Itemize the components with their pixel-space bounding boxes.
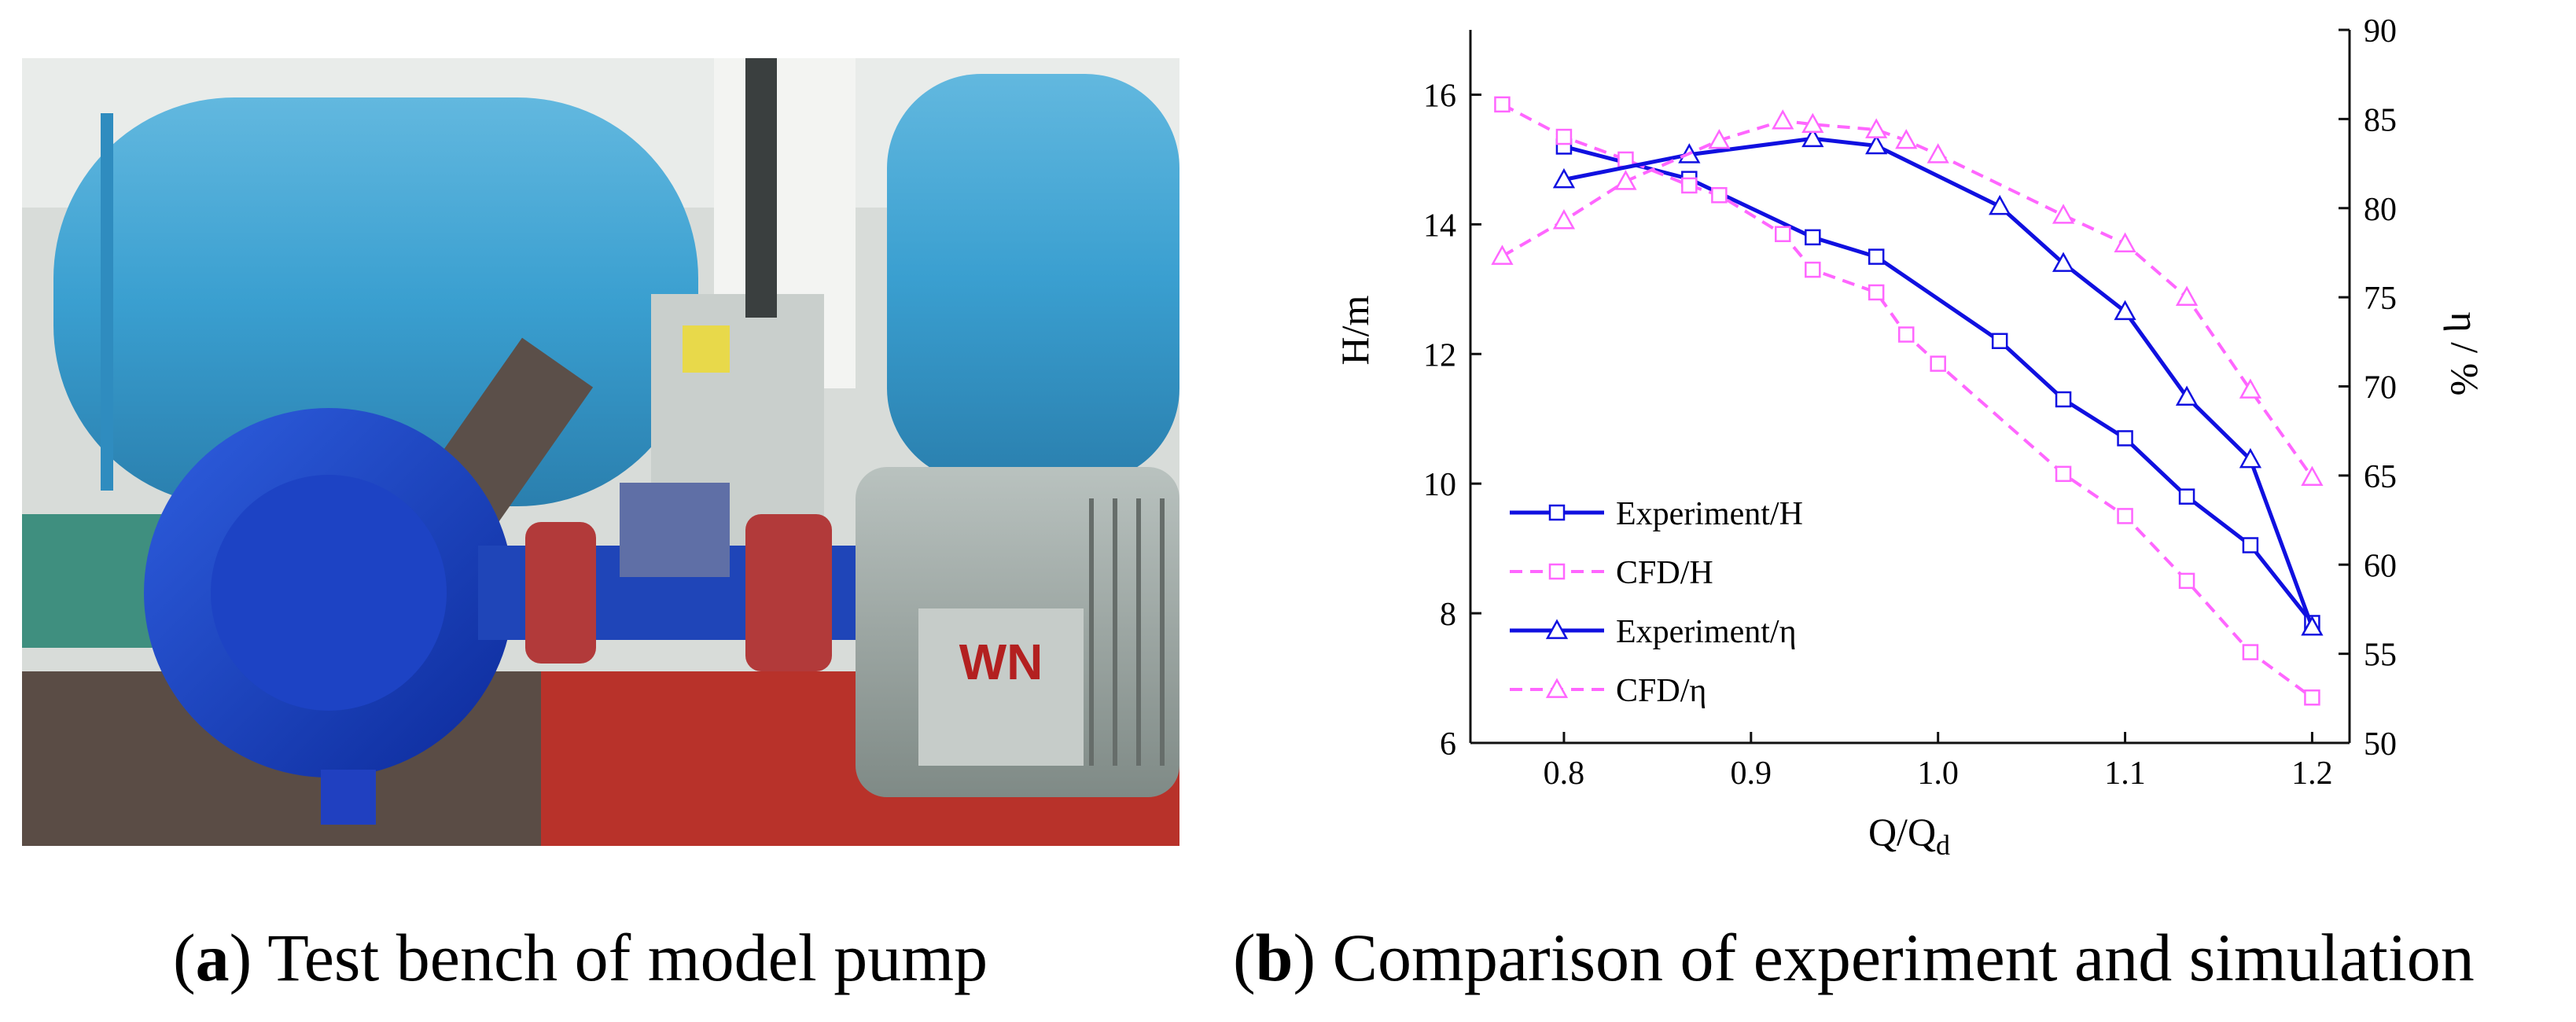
chart-axes: 0.8 0.9 1.0 1.1 1.2 6 8 10 12 14 16 50 55 60 65 70 75 80 8…	[1423, 13, 2397, 792]
y-left-tick-label: 14	[1423, 208, 1456, 244]
data-point-cfd-h-1	[1681, 177, 1698, 194]
caption-a-letter: a	[195, 920, 230, 995]
caption-b-letter: b	[1255, 920, 1294, 995]
caption-b-text: Comparison of experiment and simulation	[1332, 920, 2475, 995]
y-right-tick-label: 55	[2364, 638, 2397, 674]
x-tick-label: 1.2	[2291, 755, 2333, 792]
x-axis-label-sub: d	[1936, 829, 1950, 861]
legend-marker-3	[1545, 678, 1569, 698]
data-point-cfd-h-1	[1805, 261, 1821, 278]
y-right-tick-label: 85	[2364, 102, 2397, 138]
data-point-experiment-2	[2114, 300, 2136, 321]
data-point-experiment-h-0	[2055, 391, 2072, 408]
data-point-experiment-2	[1989, 194, 2011, 215]
y-right-tick-label: 65	[2364, 459, 2397, 495]
series-line-experiment-2	[1563, 136, 2314, 628]
y-left-tick-label: 10	[1423, 467, 1456, 503]
data-point-experiment-2	[2175, 385, 2199, 406]
caption-a-text: Test bench of model pump	[267, 920, 988, 995]
data-point-cfd-3	[1895, 129, 1918, 149]
data-point-experiment-h-0	[1868, 248, 1885, 265]
x-tick-label: 1.0	[1917, 755, 1959, 792]
legend-marker-0	[1548, 504, 1566, 521]
data-point-experiment-h-0	[2117, 430, 2133, 447]
data-point-cfd-h-1	[1897, 326, 1915, 343]
caption-b: (b) Comparison of experiment and simulat…	[1233, 920, 2475, 995]
data-point-experiment-2	[1865, 134, 1888, 155]
chart-legend: Experiment/H CFD/H Experiment/η CFD/η	[1510, 496, 1803, 709]
y-left-tick-label: 6	[1440, 726, 1456, 763]
y-right-tick-label: 75	[2364, 281, 2397, 317]
data-point-cfd-h-1	[2117, 508, 2133, 524]
data-point-experiment-h-0	[1991, 333, 2008, 350]
y-right-tick-label: 50	[2364, 726, 2397, 763]
data-point-experiment-h-0	[2242, 537, 2259, 553]
legend-label-3: CFD/η	[1616, 673, 1706, 709]
data-point-cfd-h-1	[1494, 96, 1511, 113]
y-right-tick-label: 70	[2364, 370, 2397, 406]
y-axis-left-label: H/m	[1333, 295, 1377, 365]
series-line-cfd-h-1	[1501, 103, 2313, 699]
y-left-tick-label: 12	[1423, 337, 1456, 373]
y-right-tick-label: 90	[2364, 13, 2397, 50]
legend-label-2: Experiment/η	[1616, 614, 1797, 650]
data-point-cfd-h-1	[1555, 128, 1573, 145]
x-axis-label-main: Q/Q	[1868, 810, 1936, 854]
data-point-cfd-h-1	[2304, 689, 2320, 706]
y-left-tick-label: 8	[1440, 597, 1456, 633]
data-point-cfd-h-1	[2055, 465, 2072, 483]
y-axis-right-label: η / %	[2443, 312, 2487, 396]
series-line-experiment-h-0	[1563, 144, 2314, 625]
data-point-cfd-h-1	[1868, 284, 1885, 301]
y-right-tick-label: 80	[2364, 192, 2397, 228]
data-point-cfd-3	[2114, 232, 2136, 252]
data-point-cfd-3	[1926, 143, 1949, 164]
data-point-experiment-h-0	[2178, 488, 2195, 505]
data-point-cfd-3	[1614, 170, 1637, 190]
data-point-cfd-3	[1865, 118, 1888, 138]
data-point-cfd-3	[2239, 378, 2262, 399]
data-point-cfd-3	[1552, 209, 1576, 230]
data-point-cfd-h-1	[2178, 572, 2195, 590]
legend-marker-1	[1548, 563, 1566, 580]
x-tick-label: 1.1	[2104, 755, 2146, 792]
data-point-cfd-3	[2175, 285, 2199, 306]
data-point-cfd-3	[1708, 129, 1731, 149]
data-point-experiment-2	[2301, 616, 2324, 636]
y-left-tick-label: 16	[1423, 78, 1456, 114]
pump-test-bench-photo: WN	[22, 58, 1179, 846]
legend-marker-2	[1545, 619, 1569, 639]
data-point-experiment-2	[1801, 127, 1824, 148]
data-point-cfd-h-1	[1930, 355, 1946, 372]
data-point-cfd-h-1	[1774, 226, 1791, 242]
data-point-experiment-2	[2239, 447, 2262, 469]
data-point-experiment-2	[1552, 167, 1576, 189]
data-point-cfd-3	[1801, 112, 1824, 134]
data-point-cfd-h-1	[1711, 187, 1728, 204]
caption-a: (a) Test bench of model pump	[173, 920, 988, 995]
legend-label-0: Experiment/H	[1616, 496, 1803, 532]
y-right-tick-label: 60	[2364, 548, 2397, 584]
x-tick-label: 0.9	[1731, 755, 1772, 792]
data-point-cfd-3	[1772, 109, 1794, 130]
legend-label-1: CFD/H	[1616, 555, 1713, 591]
data-point-experiment-2	[2052, 252, 2075, 272]
data-point-cfd-3	[2301, 465, 2324, 486]
data-point-experiment-h-0	[1805, 229, 1821, 246]
x-tick-label: 0.8	[1544, 755, 1585, 792]
data-point-cfd-3	[2052, 204, 2075, 224]
x-axis-label: Q/Qd	[1868, 810, 1950, 861]
chart-series	[1491, 96, 2324, 706]
data-point-cfd-h-1	[2242, 644, 2259, 660]
data-point-cfd-3	[1491, 244, 1514, 265]
motor-label: WN	[959, 634, 1043, 690]
